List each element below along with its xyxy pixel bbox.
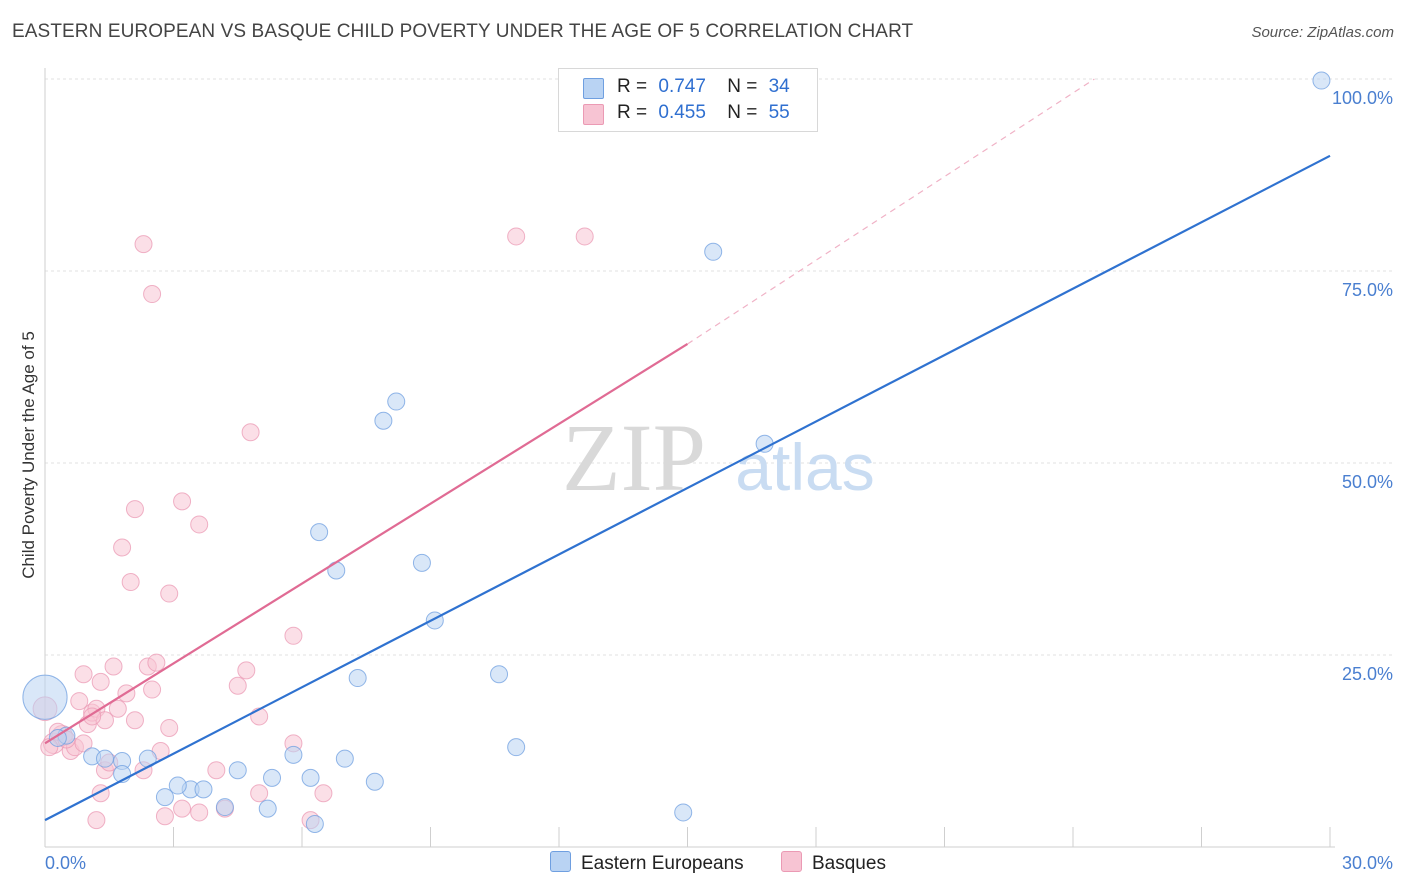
basques-point [314,784,333,803]
watermark: ZIP atlas [562,404,875,511]
legend-swatch-pink [583,104,604,125]
eastern-europeans-point [310,523,329,542]
basques-point [284,626,303,645]
grid-lines [45,78,1395,656]
legend-swatch-blue [583,78,604,99]
legend-r-label: R = [617,102,648,123]
basques-point [121,573,140,592]
basques-point [125,500,144,519]
y-tick-label: 25.0% [1342,664,1393,684]
basques-point [113,538,132,557]
basques-point [155,807,174,826]
legend-r-value-blue: 0.747 [658,76,706,97]
basques-point [241,423,260,442]
watermark-zip: ZIP [562,404,706,511]
eastern-europeans-points [22,71,1331,833]
basques-trend-extension [687,78,1095,345]
eastern-europeans-point [228,761,247,780]
eastern-europeans-point [348,669,367,688]
correlation-legend: R = 0.747 N = 34 R = 0.455 N = 55 [558,68,818,132]
eastern-europeans-point [95,749,114,768]
eastern-europeans-point [490,665,509,684]
eastern-europeans-point [258,799,277,818]
basques-point [91,672,110,691]
eastern-europeans-point [1312,71,1331,90]
basques-point [160,718,179,737]
legend-n-label: N = [727,102,758,123]
legend-n-value-blue: 34 [768,76,790,97]
eastern-europeans-point [168,776,187,795]
basques-point [575,227,594,246]
eastern-europeans-trend-line [44,154,1331,822]
eastern-europeans-point [374,411,393,430]
basques-point [147,653,166,672]
eastern-europeans-point [704,242,723,261]
basques-point [108,699,127,718]
basques-point [173,799,192,818]
eastern-europeans-point [412,553,431,572]
eastern-europeans-point [284,745,303,764]
eastern-europeans-point [507,738,526,757]
basques-point [207,761,226,780]
basques-point [74,734,93,753]
basques-point [190,515,209,534]
eastern-europeans-point [327,561,346,580]
basques-point [125,711,144,730]
basques-point [237,661,256,680]
basques-point [173,492,192,511]
basques-point [143,680,162,699]
basques-point [250,784,269,803]
x-tick-label: 30.0% [1342,853,1393,873]
basques-point [104,657,123,676]
eastern-europeans-point [155,788,174,807]
eastern-europeans-point [305,814,324,833]
eastern-europeans-point [365,772,384,791]
basques-point [143,285,162,304]
bottom-legend-eastern-europeans: Eastern Europeans [550,851,744,875]
legend-r-value-pink: 0.455 [658,102,706,123]
y-axis-label: Child Poverty Under the Age of 5 [19,331,38,579]
eastern-europeans-point [674,803,693,822]
trend-lines [44,78,1331,822]
bottom-legend-swatch-blue [550,851,571,872]
source-label: Source: ZipAtlas.com [1251,24,1394,41]
legend-n-label: N = [727,76,758,97]
bottom-legend-swatch-pink [781,851,802,872]
legend-n-value-pink: 55 [768,102,790,123]
bottom-legend-basques: Basques [781,851,886,875]
basques-point [134,235,153,254]
bottom-legend-label-pink: Basques [812,853,886,874]
legend-r-label: R = [617,76,648,97]
y-tick-label: 100.0% [1332,88,1393,108]
basques-point [190,803,209,822]
eastern-europeans-point [301,768,320,787]
basques-point [228,676,247,695]
tick-labels: 25.0% 50.0% 75.0% 100.0% 0.0% 30.0% [45,88,1393,873]
eastern-europeans-point [335,749,354,768]
y-tick-label: 50.0% [1342,472,1393,492]
eastern-europeans-point [194,780,213,799]
basques-trend-line [44,343,689,745]
basques-point [87,811,106,830]
basques-point [507,227,526,246]
eastern-europeans-point [22,674,68,720]
chart-title: EASTERN EUROPEAN VS BASQUE CHILD POVERTY… [12,21,914,42]
basques-point [74,665,93,684]
basques-point [70,692,89,711]
basques-point [160,584,179,603]
bottom-legend-label-blue: Eastern Europeans [581,853,744,874]
y-tick-label: 75.0% [1342,280,1393,300]
x-tick-label: 0.0% [45,853,86,873]
eastern-europeans-point [263,768,282,787]
eastern-europeans-point [387,392,406,411]
eastern-europeans-point [215,798,234,817]
